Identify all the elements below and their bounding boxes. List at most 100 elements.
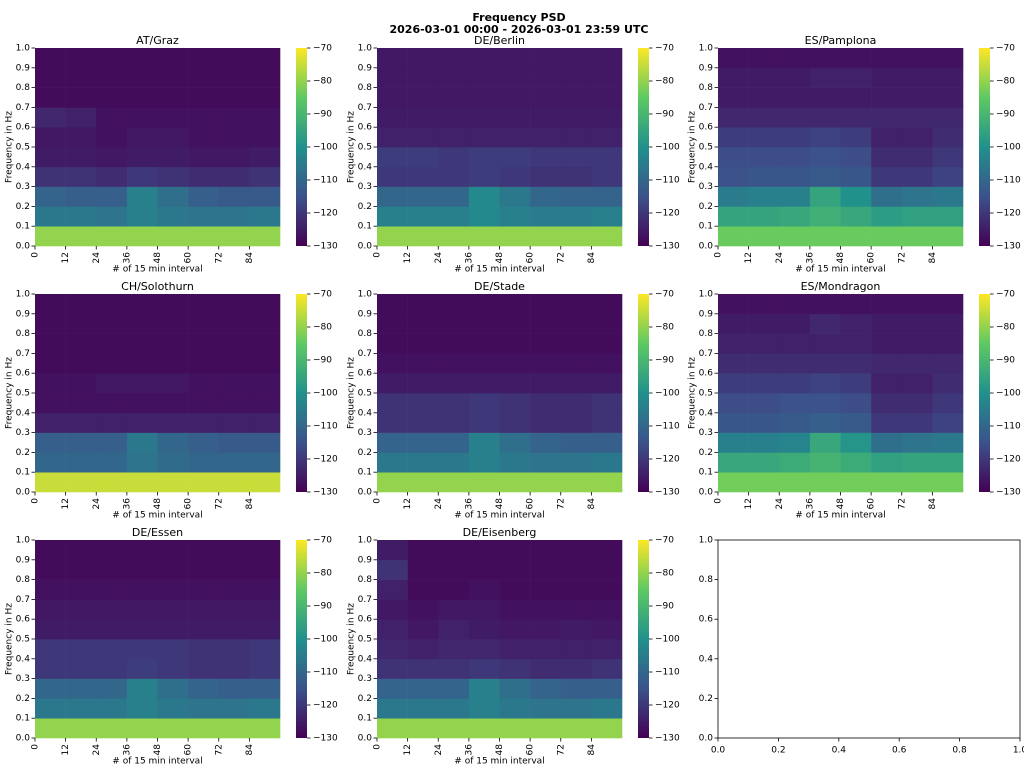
heatmap-cell [932, 67, 964, 88]
heatmap-cell [126, 432, 158, 453]
heatmap-cell [901, 353, 933, 374]
colorbar [979, 294, 990, 492]
heatmap-cell [126, 226, 158, 247]
colorbar-tick-label: −70 [996, 290, 1015, 300]
heatmap-cell [468, 67, 500, 88]
y-tick-label: 1.0 [16, 536, 31, 546]
heatmap-cell [218, 698, 250, 719]
heatmap-cell [249, 540, 281, 561]
x-tick-label: 1.0 [1013, 746, 1024, 756]
heatmap-cell [96, 472, 128, 493]
colorbar-tick-label: −110 [313, 176, 338, 186]
heatmap-cell [591, 412, 623, 433]
heatmap-cell [157, 559, 189, 580]
y-tick-label: 0.3 [16, 674, 30, 684]
heatmap-cell [560, 599, 592, 620]
heatmap-cell [779, 452, 811, 473]
heatmap-cell [188, 599, 220, 620]
empty-axes [717, 539, 1021, 739]
heatmap-cell [188, 127, 220, 148]
heatmap-cell [901, 127, 933, 148]
heatmap-cell [377, 619, 408, 640]
y-tick-label: 1.0 [358, 44, 373, 54]
heatmap-cell [718, 432, 749, 453]
heatmap-cell [157, 658, 189, 679]
heatmap-cell [901, 373, 933, 394]
y-tick-label: 0.8 [358, 575, 373, 585]
heatmap-cell [407, 87, 439, 108]
heatmap-cell [438, 67, 470, 88]
y-tick-label: 0.7 [358, 349, 372, 359]
heatmap-cell [468, 166, 500, 187]
heatmap-cell [499, 127, 531, 148]
heatmap-cell [438, 559, 470, 580]
heatmap-cell [932, 147, 964, 168]
y-tick-label: 0.1 [16, 714, 30, 724]
x-tick-label: 84 [245, 498, 255, 510]
heatmap-cell [65, 87, 97, 108]
y-tick-label: 0.5 [16, 635, 30, 645]
y-tick-label: 0.3 [699, 428, 713, 438]
heatmap-cell [809, 452, 841, 473]
heatmap-cell [840, 313, 872, 334]
colorbar-tick-label: −120 [313, 455, 338, 465]
heatmap-cell [188, 313, 220, 334]
heatmap-cell [157, 472, 189, 493]
heatmap-cell [530, 67, 562, 88]
heatmap-cell [126, 599, 158, 620]
heatmap-cell [157, 333, 189, 354]
heatmap-cell [560, 147, 592, 168]
heatmap-cell [901, 412, 933, 433]
heatmap-cell [188, 67, 220, 88]
heatmap-cell [35, 107, 66, 128]
heatmap-cell [718, 294, 749, 315]
heatmap-cell [96, 186, 128, 207]
y-tick-label: 0.9 [16, 63, 31, 73]
heatmap-cell [438, 87, 470, 108]
colorbar-tick-label: −70 [655, 44, 674, 54]
heatmap-cell [560, 559, 592, 580]
heatmap-cell [530, 412, 562, 433]
heatmap-cell [718, 333, 749, 354]
heatmap-cell [591, 186, 623, 207]
heatmap-cell [377, 373, 408, 394]
panel-title: CH/Solothurn [121, 280, 194, 293]
x-tick-label: 48 [153, 252, 163, 264]
heatmap-cell [65, 147, 97, 168]
x-tick-label: 0.0 [711, 746, 726, 756]
heatmap-cell [438, 698, 470, 719]
heatmap-cell [530, 639, 562, 660]
y-tick-label: 0.2 [699, 448, 713, 458]
heatmap-cell [438, 393, 470, 414]
heatmap-cell [748, 127, 780, 148]
y-tick-label: 0.1 [699, 468, 713, 478]
x-tick-label: 24 [92, 498, 102, 510]
heatmap-cell [840, 67, 872, 88]
heatmap-cell [560, 313, 592, 334]
colorbar-tick-label: −130 [996, 488, 1021, 498]
heatmap-cell [35, 579, 66, 600]
colorbar-tick-label: −100 [655, 389, 680, 399]
heatmap-cell [530, 452, 562, 473]
heatmap-cell [871, 107, 903, 128]
heatmap-cell [718, 166, 749, 187]
heatmap-cell [407, 373, 439, 394]
heatmap-cell [218, 412, 250, 433]
heatmap-cell [126, 540, 158, 561]
heatmap-cell [126, 313, 158, 334]
y-tick-label: 0.6 [16, 123, 31, 133]
heatmap-cell [560, 373, 592, 394]
heatmap-cell [560, 452, 592, 473]
heatmap-cell [871, 127, 903, 148]
panel-title: DE/Essen [132, 526, 183, 539]
heatmap-cell [748, 393, 780, 414]
colorbar-tick-label: −110 [655, 422, 680, 432]
heatmap-cell [126, 333, 158, 354]
heatmap-cell [748, 432, 780, 453]
heatmap-cell [748, 166, 780, 187]
heatmap-cell [748, 107, 780, 128]
heatmap-cell [377, 658, 408, 679]
heatmap-cell [157, 48, 189, 69]
heatmap [35, 294, 281, 493]
heatmap-cell [407, 226, 439, 247]
